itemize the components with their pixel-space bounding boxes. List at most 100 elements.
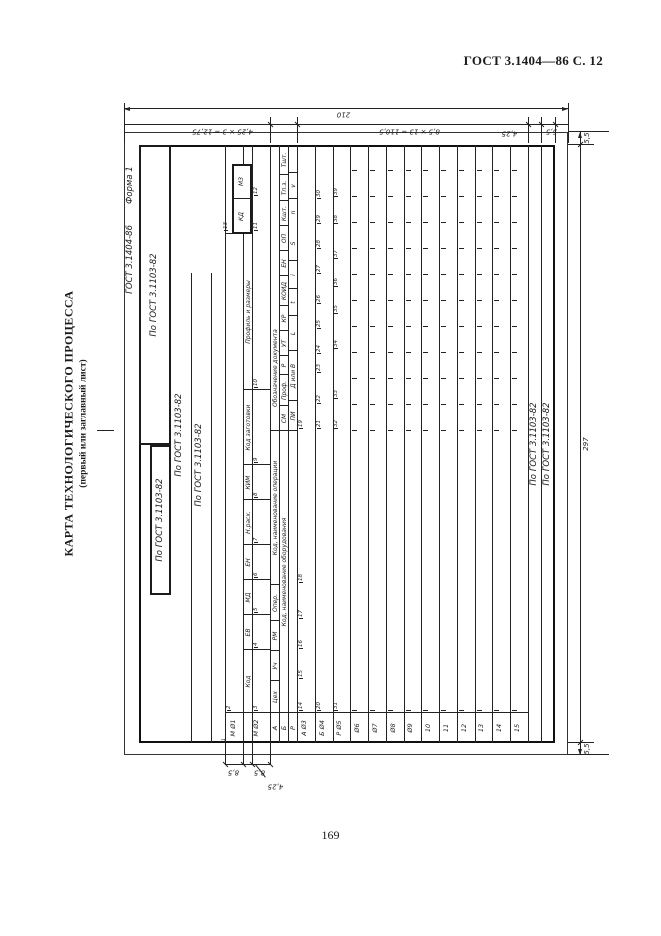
column-ticks [406, 149, 411, 431]
r-col-header: i [290, 274, 297, 276]
field-number: 6 [253, 572, 259, 577]
a-col-header: Цех [272, 691, 279, 703]
column-tick [352, 710, 357, 711]
row-line [492, 145, 493, 743]
row-label-a: А [270, 725, 279, 731]
m02-col-header: ЕВ [245, 628, 252, 637]
row-label: Ø9 [406, 723, 414, 733]
column-tick [459, 710, 464, 711]
row-label: Ø6 [353, 723, 361, 733]
bottom-strip-ref: По ГОСТ 3.1103-82 [542, 402, 552, 486]
row-label-m01: М Ø1 [229, 719, 237, 737]
row-label-b: Б [279, 725, 288, 731]
field-number: 37 [333, 250, 339, 257]
dim-ext [243, 743, 244, 765]
column-ticks [477, 149, 482, 431]
title-strip-ref: По ГОСТ 3.1103-82 [174, 393, 184, 477]
field-number: 34 [333, 340, 339, 347]
field-number: 22 [316, 395, 322, 402]
page-header-gost: ГОСТ 3.1404—86 С. 12 [463, 53, 603, 68]
m02-col-header: МЗ [238, 176, 245, 187]
m02-col-header: КИМ [245, 475, 252, 490]
title-strip-line [211, 273, 212, 743]
column-ticks [459, 149, 464, 431]
column-ticks [494, 149, 499, 431]
dim-297: 297 [582, 437, 590, 451]
row-line [475, 145, 476, 743]
b-col-header: КР [281, 314, 288, 323]
column-tick [494, 710, 499, 711]
r-col-header: t [290, 301, 297, 304]
b-col-header: Проф. [281, 380, 288, 401]
b-col-header: УТ [281, 339, 288, 348]
m02-col-header: ЕН [245, 558, 252, 567]
a-col-header: РМ [272, 631, 279, 641]
b-col-header: Тшт. [281, 152, 288, 168]
column-tick [423, 710, 428, 711]
field-number: 10 [253, 379, 259, 386]
field-number: 2 [226, 705, 232, 710]
row-label-m02: М Ø2 [252, 719, 260, 737]
dim-arrow [577, 749, 582, 755]
b-col-header: Кшт. [281, 205, 288, 222]
row-label: 11 [442, 723, 450, 733]
row-line [404, 145, 405, 743]
field-number: 16 [298, 640, 304, 647]
dim-line [225, 764, 270, 765]
row-label: Ø8 [389, 723, 397, 733]
field-number: 8 [253, 492, 259, 497]
r-col-header: ПИ [290, 411, 297, 421]
row-label: А Ø3 [300, 720, 308, 736]
dim-arrow [562, 107, 568, 112]
field-number: 38 [333, 215, 339, 222]
b-col-header: Код, наименование оборудования [281, 517, 288, 627]
field-number: 14 [298, 702, 304, 709]
field-number: 30 [316, 190, 322, 197]
dim-ext [270, 743, 271, 765]
r-col-header: v [290, 184, 297, 188]
column-tick [441, 710, 446, 711]
row-line [439, 145, 440, 743]
row-line [270, 145, 271, 743]
form-drawing: ГОСТ 3.1404-86 Форма 1 По ГОСТ 3.1103-82… [64, 95, 624, 805]
dim-data-rows: 8,5 × 13 = 110,5 [379, 127, 440, 136]
m02-col-header: Н.расх. [245, 511, 252, 534]
field-number: 9 [253, 457, 259, 462]
form-number-label: Форма 1 [125, 166, 135, 204]
field-number: 27 [316, 265, 322, 272]
row-line [315, 145, 316, 743]
row-label: 12 [460, 723, 468, 733]
title-strip-ref: По ГОСТ 3.1103-82 [194, 423, 204, 507]
field-number: 7 [253, 537, 259, 542]
field-number: 35 [333, 305, 339, 312]
field-number: 5 [253, 607, 259, 612]
field-number: 28 [316, 240, 322, 247]
dim-ext [252, 743, 253, 765]
row-line [350, 145, 351, 743]
dim-line [580, 132, 581, 755]
field-number: 15 [298, 670, 304, 677]
column-tick [406, 710, 411, 711]
dim-header-rows: 4,25 × 3 = 12,75 [192, 127, 253, 136]
row-label: 10 [424, 723, 432, 733]
row-line [510, 145, 511, 743]
gost-number-label: ГОСТ 3.1404-86 [125, 225, 135, 294]
field-number: 23 [316, 364, 322, 371]
field-number: 33 [333, 390, 339, 397]
b-col-header: КОИД [281, 281, 288, 301]
title-block-2-ref: По ГОСТ 3.1103-82 [155, 478, 165, 562]
field-number: 32 [333, 420, 339, 427]
row-label-r: Р [288, 726, 297, 730]
dim-ext [568, 103, 569, 143]
field-number: 25 [316, 320, 322, 327]
field-number: 21 [316, 420, 322, 427]
column-ticks [423, 149, 428, 431]
field-number: 13 [223, 222, 229, 229]
b-col-header: Р [281, 363, 288, 368]
field-number: 39 [333, 188, 339, 195]
b-col-header: ЕН [281, 259, 288, 268]
row-label: Б Ø4 [318, 720, 326, 736]
b-col-header: ОП [281, 233, 288, 244]
a-col-header: Уч [272, 662, 279, 670]
a-col-header: Код, наименование операции [272, 460, 279, 556]
